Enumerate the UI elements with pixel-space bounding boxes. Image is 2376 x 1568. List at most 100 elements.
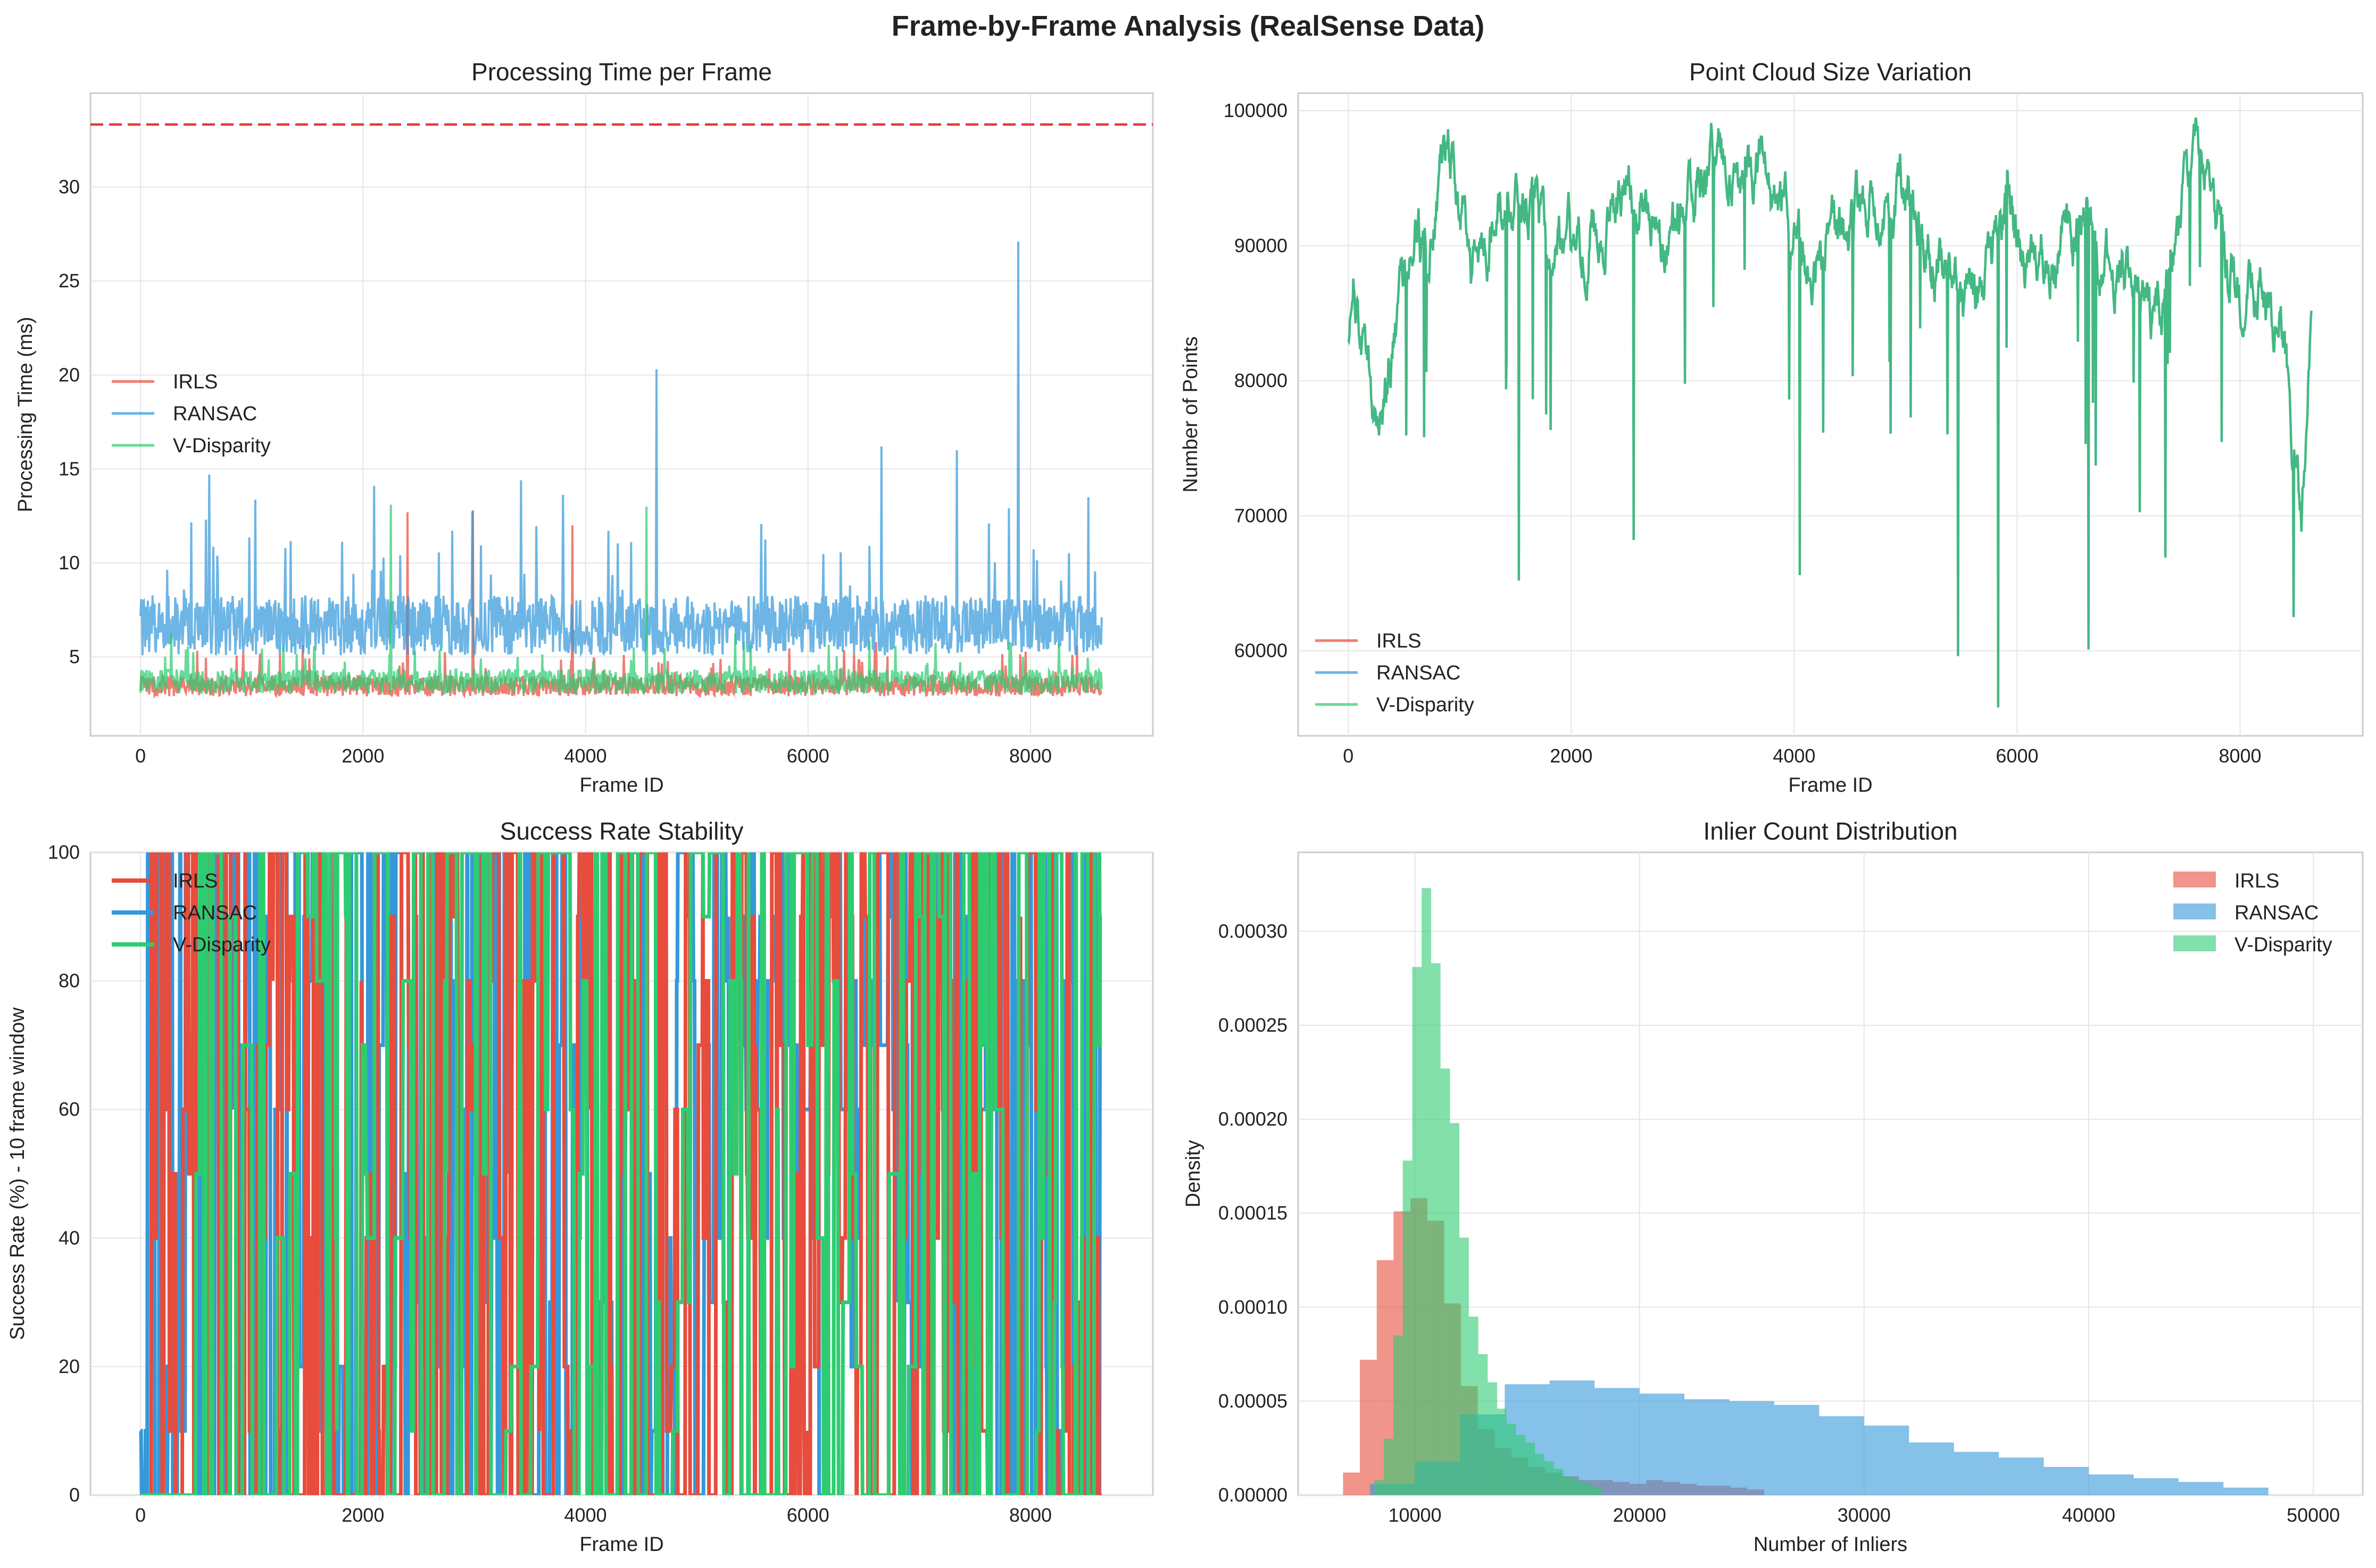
bar-vdisp	[1393, 1335, 1403, 1495]
y-tick-label: 0.00020	[1218, 1108, 1287, 1130]
histogram-vdisp	[1374, 888, 1601, 1495]
plot-content	[139, 852, 1102, 1495]
bar-ransac	[1954, 1451, 1999, 1495]
legend-swatch-ransac	[2173, 903, 2216, 919]
bar-ransac	[1864, 1425, 1909, 1495]
x-axis-label: Frame ID	[1788, 774, 1872, 797]
bar-vdisp	[1468, 1316, 1478, 1495]
bar-vdisp	[1525, 1442, 1535, 1495]
x-tick-label: 4000	[1773, 745, 1815, 767]
bar-vdisp	[1450, 1123, 1460, 1495]
x-tick-label: 0	[135, 1504, 146, 1526]
bar-ransac	[2043, 1467, 2089, 1495]
y-tick-label: 60	[59, 1098, 80, 1120]
chart-title: Success Rate Stability	[500, 817, 744, 845]
x-tick-label: 10000	[1388, 1504, 1441, 1526]
plot-content	[90, 123, 1153, 699]
y-tick-label: 15	[59, 458, 80, 479]
legend-label-irls: IRLS	[173, 870, 218, 892]
x-tick-label: 4000	[564, 1504, 607, 1526]
y-tick-label: 20	[59, 364, 80, 386]
bar-ransac	[1774, 1405, 1820, 1495]
y-tick-label: 0.00025	[1218, 1014, 1287, 1036]
x-tick-label: 6000	[787, 1504, 829, 1526]
bar-vdisp	[1384, 1439, 1393, 1495]
bar-ransac	[1819, 1416, 1864, 1495]
x-axis-label: Frame ID	[579, 774, 663, 797]
y-tick-label: 0.00030	[1218, 920, 1287, 942]
x-tick-label: 2000	[1550, 745, 1592, 767]
legend: IRLS RANSAC V-Disparity	[1315, 630, 1474, 716]
legend-label-irls: IRLS	[2234, 870, 2279, 892]
y-tick-label: 40	[59, 1227, 80, 1249]
bar-ransac	[1999, 1457, 2044, 1495]
y-tick-label: 10	[59, 552, 80, 574]
y-tick-label: 90000	[1234, 235, 1287, 256]
panel-1: 0 2000 4000 6000 8000 5 10 15 20 25 30 Processing T…	[14, 58, 1154, 797]
bar-irls	[1343, 1472, 1360, 1495]
series-line-vdisp	[139, 504, 1103, 697]
bar-vdisp	[1563, 1476, 1573, 1495]
y-axis-label: Processing Time (ms)	[14, 317, 37, 512]
y-axis-label: Success Rate (%) - 10 frame window	[6, 1007, 29, 1340]
legend-swatch-vdisp	[2173, 935, 2216, 951]
bar-vdisp	[1572, 1480, 1582, 1495]
y-tick-label: 70000	[1234, 504, 1287, 526]
x-tick-label: 6000	[1996, 745, 2038, 767]
legend-label-ransac: RANSAC	[173, 902, 257, 924]
bar-vdisp	[1402, 1160, 1413, 1495]
x-tick-label: 2000	[342, 1504, 384, 1526]
series-line-vdisp	[140, 852, 1102, 1495]
plot-content	[1343, 888, 2269, 1495]
x-tick-label: 30000	[1838, 1504, 1891, 1526]
bar-irls	[1360, 1359, 1377, 1495]
plot-content	[1347, 117, 2313, 708]
legend-label-vdisp: V-Disparity	[173, 934, 271, 956]
y-tick-label: 25	[59, 270, 80, 292]
chart-title: Processing Time per Frame	[471, 58, 772, 86]
legend: IRLS RANSAC V-Disparity	[112, 870, 271, 956]
bar-vdisp	[1534, 1454, 1544, 1495]
bar-vdisp	[1591, 1487, 1601, 1495]
x-tick-label: 0	[135, 745, 146, 767]
series-line-ransac	[139, 241, 1103, 658]
bar-vdisp	[1422, 888, 1431, 1495]
legend-label-irls: IRLS	[173, 371, 218, 393]
x-tick-label: 8000	[2219, 745, 2261, 767]
panel-3: 0 2000 4000 6000 8000 0 20 40 60 80 100 Success Rat…	[6, 817, 1154, 1556]
legend-label-ransac: RANSAC	[1376, 662, 1460, 684]
legend: IRLS RANSAC V-Disparity	[112, 371, 271, 457]
x-tick-label: 0	[1343, 745, 1353, 767]
bar-vdisp	[1582, 1483, 1592, 1495]
x-tick-label: 50000	[2287, 1504, 2340, 1526]
bar-vdisp	[1497, 1408, 1507, 1495]
y-axis-label: Number of Points	[1179, 336, 1202, 493]
chart-title: Inlier Count Distribution	[1703, 817, 1957, 845]
bar-vdisp	[1553, 1469, 1564, 1495]
bar-vdisp	[1440, 1068, 1450, 1495]
x-tick-label: 2000	[342, 745, 384, 767]
series-line-vdisp	[1347, 117, 2313, 708]
figure-title: Frame-by-Frame Analysis (RealSense Data)	[891, 10, 1485, 42]
y-axis-label: Density	[1182, 1140, 1204, 1208]
legend-label-vdisp: V-Disparity	[173, 435, 271, 457]
legend-label-vdisp: V-Disparity	[2234, 934, 2332, 956]
bar-vdisp	[1459, 1238, 1469, 1495]
y-tick-label: 60000	[1234, 640, 1287, 661]
y-tick-label: 0.00015	[1218, 1202, 1287, 1224]
legend-label-irls: IRLS	[1376, 630, 1421, 652]
x-tick-label: 20000	[1613, 1504, 1666, 1526]
y-tick-label: 5	[69, 646, 80, 668]
x-tick-label: 40000	[2062, 1504, 2115, 1526]
legend-label-ransac: RANSAC	[2234, 902, 2319, 924]
bar-ransac	[1684, 1399, 1730, 1495]
bar-ransac	[1639, 1393, 1685, 1495]
histogram-ransac	[1370, 1380, 2269, 1495]
y-tick-label: 100	[48, 841, 80, 863]
x-tick-label: 4000	[564, 745, 607, 767]
legend-label-ransac: RANSAC	[173, 403, 257, 425]
legend-swatch-irls	[2173, 872, 2216, 887]
bar-ransac	[2133, 1478, 2179, 1495]
y-tick-label: 0.00000	[1218, 1484, 1287, 1506]
